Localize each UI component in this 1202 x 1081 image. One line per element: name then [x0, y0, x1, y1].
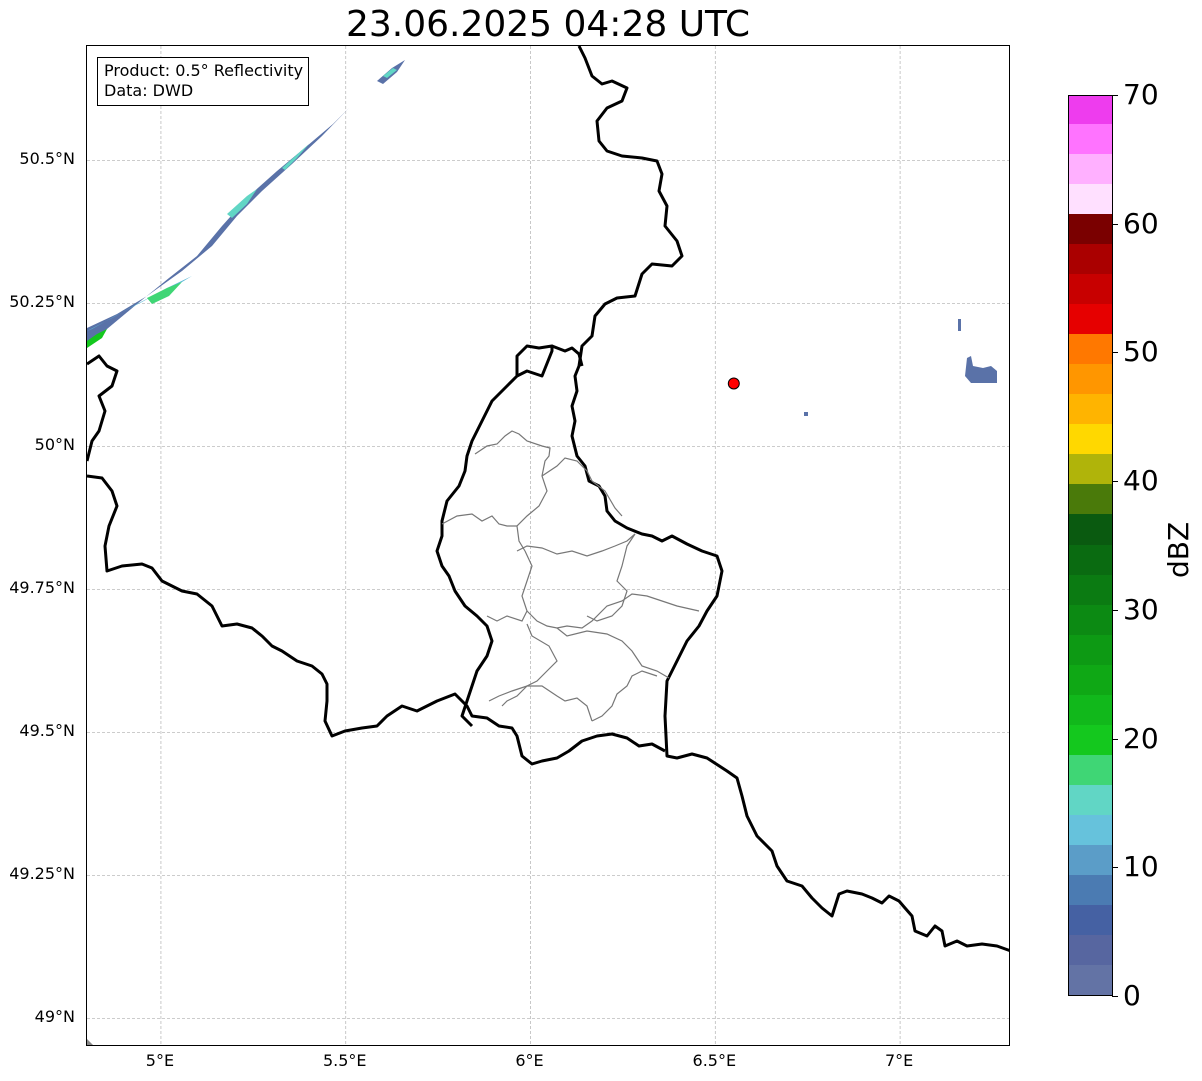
colorbar-segment — [1069, 964, 1112, 995]
colorbar-tick-mark — [1112, 996, 1118, 997]
lat-tick-label: 50°N — [34, 435, 75, 455]
colorbar-unit-label: dBZ — [1162, 521, 1195, 578]
colorbar-segment — [1069, 153, 1112, 185]
colorbar-tick-label: 30 — [1123, 592, 1159, 626]
graticule — [87, 46, 1009, 1045]
lat-tick-label: 49.75°N — [9, 578, 75, 598]
colorbar-segment — [1069, 213, 1112, 245]
radar-echo-band — [87, 60, 405, 348]
colorbar-segment — [1069, 123, 1112, 155]
product-label: Product: 0.5° Reflectivity — [104, 61, 304, 80]
colorbar-segment — [1069, 243, 1112, 275]
colorbar-segment — [1069, 634, 1112, 665]
radar-echo-east — [804, 319, 997, 416]
colorbar-tick-mark — [1112, 352, 1118, 354]
colorbar-segment — [1069, 273, 1112, 305]
colorbar-tick-mark — [1112, 609, 1118, 611]
colorbar-segment — [1069, 303, 1112, 335]
colorbar-tick-label: 20 — [1123, 721, 1159, 755]
colorbar-tick-label: 70 — [1123, 78, 1159, 111]
lon-tick-label: 5°E — [145, 1051, 175, 1070]
colorbar-tick-label: 50 — [1123, 335, 1159, 369]
colorbar-segment — [1069, 814, 1112, 845]
colorbar-segment — [1069, 724, 1112, 755]
colorbar-segment — [1069, 393, 1112, 425]
map-canvas — [87, 46, 1009, 1045]
colorbar-tick-mark — [1112, 223, 1118, 225]
colorbar-segment — [1069, 333, 1112, 365]
colorbar-tick-mark — [1112, 481, 1118, 483]
corner-echo — [87, 1039, 93, 1045]
colorbar-segment — [1069, 904, 1112, 935]
lon-tick-label: 7°E — [884, 1051, 914, 1070]
colorbar-segment — [1069, 183, 1112, 215]
colorbar-segment — [1069, 934, 1112, 965]
colorbar-segment — [1069, 784, 1112, 815]
lat-tick-label: 49.5°N — [19, 721, 75, 741]
country-borders — [87, 46, 1009, 952]
colorbar — [1068, 95, 1113, 996]
colorbar-tick-mark — [1112, 867, 1118, 869]
colorbar-segment — [1069, 844, 1112, 875]
lat-tick-label: 50.25°N — [9, 292, 75, 312]
colorbar-segment — [1069, 483, 1112, 515]
colorbar-tick-mark — [1112, 95, 1118, 96]
colorbar-segment — [1069, 754, 1112, 785]
colorbar-segment — [1069, 453, 1112, 485]
product-info-box: Product: 0.5° Reflectivity Data: DWD — [97, 57, 310, 106]
colorbar-segment — [1069, 573, 1112, 605]
colorbar-tick-mark — [1112, 738, 1118, 740]
colorbar-segment — [1069, 96, 1112, 125]
lat-tick-label: 50.5°N — [19, 149, 75, 169]
lon-tick-label: 6.5°E — [692, 1051, 737, 1070]
map-title: 23.06.2025 04:28 UTC — [345, 4, 751, 45]
colorbar-segment — [1069, 363, 1112, 395]
colorbar-segment — [1069, 543, 1112, 575]
colorbar-segment — [1069, 874, 1112, 905]
colorbar-tick-label: 40 — [1123, 464, 1159, 498]
colorbar-segment — [1069, 603, 1112, 635]
colorbar-tick-label: 60 — [1123, 206, 1159, 240]
district-borders — [441, 430, 700, 722]
colorbar-tick-label: 10 — [1123, 850, 1159, 884]
lon-tick-label: 5.5°E — [322, 1051, 367, 1070]
colorbar-tick-label: 0 — [1123, 979, 1141, 1012]
colorbar-segment — [1069, 664, 1112, 695]
radar-site-marker[interactable] — [727, 377, 740, 390]
radar-map[interactable] — [86, 45, 1010, 1046]
lat-tick-label: 49°N — [34, 1007, 75, 1027]
colorbar-segment — [1069, 423, 1112, 455]
colorbar-segment — [1069, 513, 1112, 545]
lon-tick-label: 6°E — [515, 1051, 544, 1070]
colorbar-segment — [1069, 694, 1112, 725]
lat-tick-label: 49.25°N — [9, 864, 75, 884]
data-source-label: Data: DWD — [104, 81, 194, 100]
